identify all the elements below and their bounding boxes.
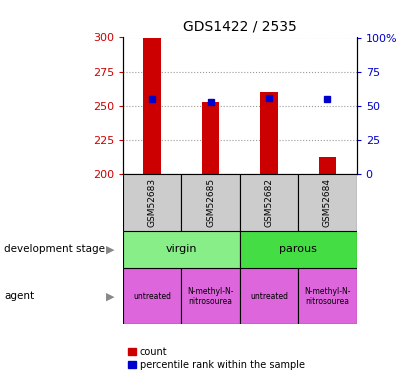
Bar (181, 174, 239, 231)
Text: GSM52684: GSM52684 (322, 178, 331, 227)
Text: untreated: untreated (133, 292, 171, 301)
Bar (143, 38, 161, 174)
Legend: count, percentile rank within the sample: count, percentile rank within the sample (128, 347, 304, 370)
Text: parous: parous (279, 244, 317, 254)
Bar (239, 231, 356, 268)
Bar (298, 174, 356, 231)
Text: GSM52685: GSM52685 (206, 178, 215, 227)
Text: N-methyl-N-
nitrosourea: N-methyl-N- nitrosourea (303, 286, 350, 306)
Text: ▶: ▶ (106, 244, 115, 254)
Bar (201, 102, 219, 174)
Text: GSM52683: GSM52683 (147, 178, 156, 227)
Bar (318, 157, 335, 174)
Text: N-methyl-N-
nitrosourea: N-methyl-N- nitrosourea (187, 286, 233, 306)
Text: untreated: untreated (249, 292, 288, 301)
Text: ▶: ▶ (106, 291, 115, 301)
Bar (123, 231, 239, 268)
Bar (239, 268, 298, 324)
Bar (298, 268, 356, 324)
Text: virgin: virgin (165, 244, 197, 254)
Bar (260, 92, 277, 174)
Bar (123, 174, 181, 231)
Bar (123, 268, 181, 324)
Text: GSM52682: GSM52682 (264, 178, 273, 227)
Bar (239, 174, 298, 231)
Text: agent: agent (4, 291, 34, 301)
Bar (181, 268, 239, 324)
Text: development stage: development stage (4, 244, 105, 254)
Title: GDS1422 / 2535: GDS1422 / 2535 (182, 20, 296, 33)
